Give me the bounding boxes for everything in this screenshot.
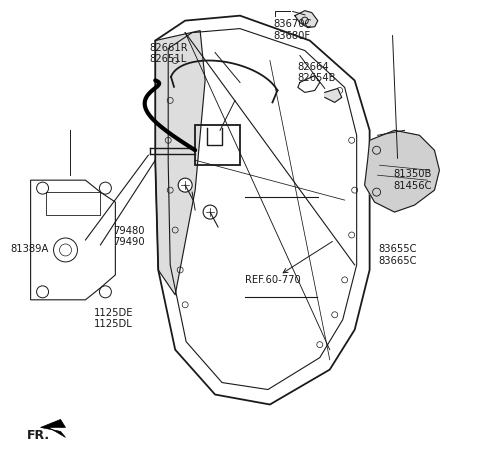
Text: FR.: FR. (27, 429, 50, 442)
Text: 83670C
83680F: 83670C 83680F (274, 19, 312, 41)
Text: 81389A: 81389A (10, 244, 48, 254)
Polygon shape (325, 88, 342, 102)
Circle shape (178, 178, 192, 192)
Polygon shape (365, 130, 439, 212)
Polygon shape (298, 76, 320, 93)
Text: 83655C
83665C: 83655C 83665C (379, 244, 417, 266)
Text: 81350B
81456C: 81350B 81456C (393, 169, 432, 191)
Text: 79480
79490: 79480 79490 (113, 226, 145, 247)
Polygon shape (41, 419, 65, 438)
Text: REF.60-770: REF.60-770 (245, 275, 300, 285)
Text: 82664
82654B: 82664 82654B (298, 62, 336, 83)
Circle shape (203, 205, 217, 219)
Polygon shape (155, 31, 205, 295)
Text: 1125DE
1125DL: 1125DE 1125DL (94, 308, 133, 329)
Polygon shape (295, 11, 318, 28)
Text: 82661R
82651L: 82661R 82651L (149, 43, 188, 64)
